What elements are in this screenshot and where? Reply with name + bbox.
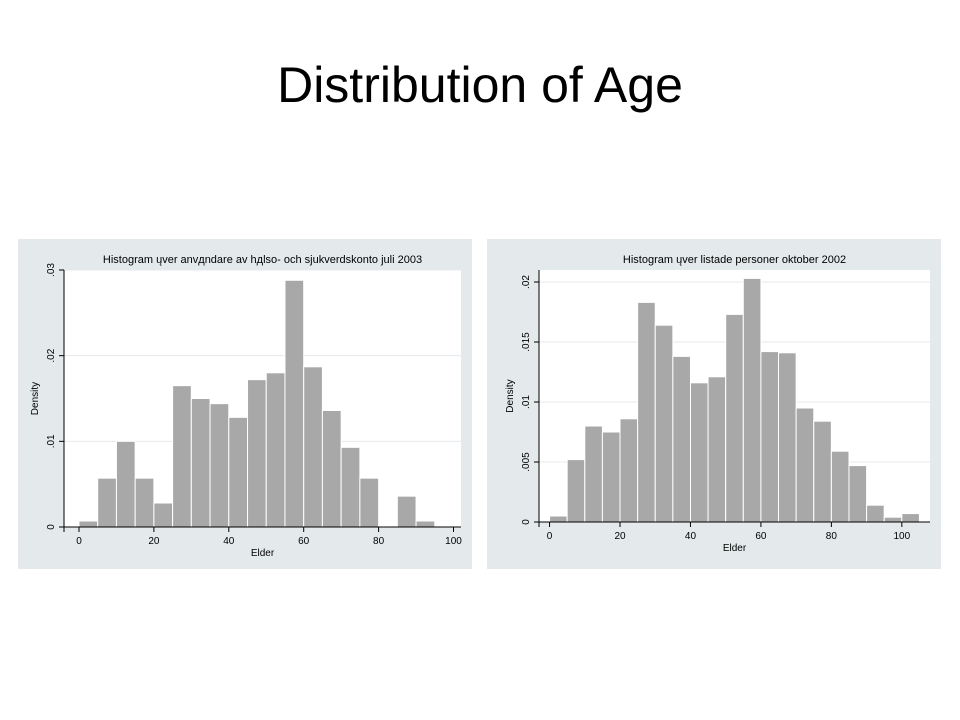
histogram-bar	[760, 351, 780, 523]
histogram-bar	[549, 515, 568, 523]
y-tick-label: .015	[521, 332, 532, 352]
y-axis-title: Density	[30, 382, 41, 415]
histogram-bar	[883, 516, 903, 523]
histogram-bar	[672, 355, 691, 523]
histogram-panel-left: Histogram ųver anvдndare av hдlso- och s…	[18, 239, 472, 569]
histogram-bar	[584, 425, 603, 523]
histogram-bar	[115, 440, 136, 528]
histogram-bar	[78, 520, 99, 528]
histogram-bar	[654, 324, 674, 523]
y-tick-label: 0	[521, 519, 532, 525]
histogram-bar	[637, 301, 656, 523]
histogram-chart-left: Histogram ųver anvдndare av hдlso- och s…	[18, 239, 472, 569]
x-tick-label: 0	[76, 536, 82, 547]
y-tick-label: .02	[46, 348, 57, 362]
x-tick-label: 100	[445, 536, 462, 547]
histogram-bar	[901, 513, 920, 523]
histogram-bar	[725, 313, 744, 523]
histogram-bar	[359, 477, 380, 528]
histogram-bar	[321, 409, 342, 528]
x-tick-label: 20	[614, 531, 626, 542]
y-tick-label: .01	[521, 395, 532, 409]
y-axis-title: Density	[505, 379, 516, 412]
histogram-bar	[848, 465, 868, 523]
histogram-bar	[830, 450, 850, 523]
histogram-chart-right: Histogram ųver listade personer oktober …	[487, 239, 941, 569]
histogram-bar	[778, 352, 797, 523]
histogram-bar	[707, 376, 727, 523]
x-tick-label: 80	[826, 531, 838, 542]
histogram-bar	[247, 379, 267, 528]
x-tick-label: 0	[547, 531, 553, 542]
y-tick-label: .03	[46, 263, 57, 277]
histogram-bar	[340, 446, 361, 528]
x-tick-label: 40	[223, 536, 235, 547]
histogram-bar	[172, 385, 192, 528]
x-tick-label: 60	[755, 531, 767, 542]
slide-title: Distribution of Age	[277, 57, 683, 113]
histogram-bar	[742, 277, 762, 523]
x-tick-label: 60	[298, 536, 310, 547]
x-tick-label: 80	[373, 536, 385, 547]
chart-title: Histogram ųver anvдndare av hдlso- och s…	[103, 254, 422, 266]
histogram-bar	[284, 279, 305, 528]
histogram-bar	[396, 495, 417, 528]
histogram-bar	[619, 418, 639, 523]
y-tick-label: .02	[521, 275, 532, 289]
histogram-bar	[303, 366, 323, 528]
histogram-bar	[566, 459, 586, 523]
histogram-bar	[265, 372, 286, 528]
chart-title: Histogram ųver listade personer oktober …	[623, 254, 846, 266]
histogram-bar	[97, 477, 117, 528]
histogram-bar	[190, 398, 211, 528]
histogram-bar	[601, 431, 621, 523]
histogram-bar	[134, 477, 155, 528]
x-axis-title: Elder	[251, 548, 275, 559]
histogram-bar	[415, 520, 436, 528]
histogram-bar	[813, 420, 832, 523]
x-axis-title: Elder	[723, 543, 747, 554]
histogram-bar	[209, 403, 230, 528]
histogram-bar	[228, 416, 249, 528]
histogram-panel-right: Histogram ųver listade personer oktober …	[487, 239, 941, 569]
y-tick-label: .01	[46, 434, 57, 448]
x-tick-label: 40	[685, 531, 697, 542]
y-tick-label: 0	[46, 524, 57, 530]
y-tick-label: .005	[521, 452, 532, 472]
histogram-bar	[153, 502, 174, 528]
x-tick-label: 20	[148, 536, 160, 547]
histogram-bar	[866, 504, 885, 523]
histogram-bar	[689, 382, 709, 523]
x-tick-label: 100	[893, 531, 910, 542]
histogram-bar	[795, 407, 815, 523]
